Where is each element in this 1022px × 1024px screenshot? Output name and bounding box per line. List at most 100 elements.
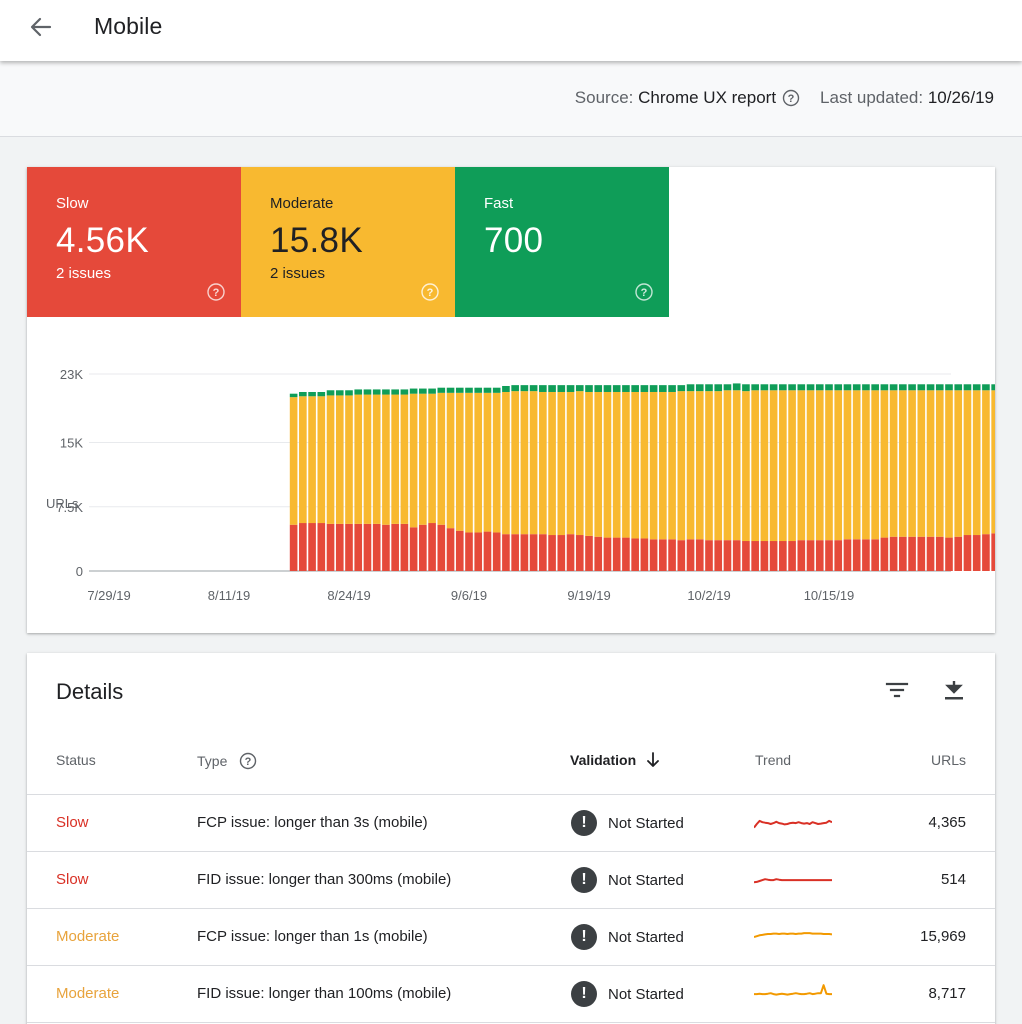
bar-fast	[788, 384, 796, 391]
bar-slow	[419, 524, 427, 571]
bar-fast	[483, 387, 492, 393]
bar-fast	[732, 383, 741, 391]
bar-fast	[502, 385, 510, 392]
bar-fast	[289, 393, 298, 398]
bar-moderate	[612, 391, 621, 538]
bar-slow	[945, 537, 953, 571]
table-row[interactable]: Moderate FID issue: longer than 100ms (mo…	[27, 966, 995, 1023]
bar-fast	[520, 385, 529, 392]
bar-fast	[474, 387, 483, 393]
bar-slow	[603, 537, 612, 571]
bar-slow	[548, 535, 556, 571]
bar-fast	[686, 384, 695, 392]
column-header-validation[interactable]: Validation	[570, 752, 660, 768]
help-icon[interactable]: ?	[420, 282, 440, 302]
filter-icon[interactable]	[882, 675, 912, 705]
column-header-type[interactable]: Type ?	[197, 752, 257, 770]
bar-slow	[732, 540, 741, 571]
download-icon[interactable]	[939, 675, 969, 705]
bar-slow	[862, 539, 870, 571]
bar-moderate	[474, 392, 483, 533]
bar-moderate	[732, 390, 741, 541]
table-row[interactable]: Slow FCP issue: longer than 3s (mobile)! N…	[27, 795, 995, 852]
row-type: FCP issue: longer than 3s (mobile)	[197, 814, 428, 831]
back-arrow-icon[interactable]	[26, 12, 56, 42]
bar-slow	[815, 540, 824, 571]
x-tick-label: 10/2/19	[687, 588, 730, 603]
x-tick-label: 8/11/19	[208, 588, 250, 603]
bar-fast	[825, 384, 833, 391]
column-header-trend[interactable]: Trend	[755, 752, 792, 768]
bar-slow	[908, 536, 916, 571]
trend-line	[753, 819, 833, 829]
row-status: Moderate	[56, 928, 120, 945]
fast-summary-tile[interactable]: Fast 700 ?	[455, 167, 669, 317]
bar-fast	[529, 385, 538, 392]
bar-moderate	[760, 390, 769, 542]
bar-moderate	[889, 390, 898, 537]
bar-moderate	[483, 392, 492, 532]
bar-slow	[991, 533, 995, 571]
bar-moderate	[825, 390, 833, 541]
row-status: Slow	[56, 871, 89, 888]
bar-moderate	[815, 390, 824, 541]
column-header-urls[interactable]: URLs	[930, 752, 966, 768]
bar-moderate	[991, 390, 995, 534]
moderate-summary-tile[interactable]: Moderate 15.8K 2 issues ?	[241, 167, 455, 317]
bar-fast	[926, 384, 935, 391]
table-row[interactable]: Moderate FCP issue: longer than 1s (mobil…	[27, 909, 995, 966]
column-header-status[interactable]: Status	[56, 752, 96, 768]
bar-moderate	[354, 394, 363, 524]
bar-slow	[308, 523, 316, 571]
bar-moderate	[954, 390, 963, 537]
bar-fast	[326, 390, 335, 396]
row-validation-label: Not Started	[608, 985, 684, 1003]
bar-slow	[474, 532, 483, 571]
bar-fast	[797, 384, 806, 391]
tile-value: 700	[484, 221, 544, 260]
bar-moderate	[843, 390, 852, 540]
bar-moderate	[372, 394, 381, 524]
bar-slow	[446, 528, 455, 571]
bar-moderate	[769, 390, 778, 542]
help-icon[interactable]: ?	[782, 89, 800, 107]
bar-fast	[659, 385, 667, 392]
svg-text:?: ?	[427, 287, 434, 299]
row-validation: ! Not Started	[571, 810, 684, 836]
urls-stacked-bar-chart: URLs 0 7.5K 15K 23K 7/29/19 8/11/19 8/24/19 9/…	[46, 367, 995, 603]
bar-moderate	[677, 391, 686, 541]
bar-moderate	[409, 393, 418, 528]
svg-text:?: ?	[641, 287, 648, 299]
bar-fast	[465, 387, 473, 393]
bar-fast	[751, 384, 759, 391]
help-icon[interactable]: ?	[206, 282, 226, 302]
bar-fast	[409, 388, 418, 394]
bar-fast	[446, 387, 455, 393]
bar-slow	[345, 523, 353, 571]
x-tick-label: 9/19/19	[567, 588, 610, 603]
bar-slow	[631, 538, 639, 571]
bar-moderate	[686, 391, 695, 540]
bar-moderate	[446, 392, 455, 529]
bar-moderate	[963, 390, 972, 536]
bar-moderate	[308, 396, 316, 524]
bar-fast	[575, 385, 584, 392]
help-icon[interactable]: ?	[634, 282, 654, 302]
sort-arrow-down-icon[interactable]	[646, 752, 660, 768]
bar-slow	[502, 534, 510, 571]
bar-moderate	[299, 396, 307, 524]
exclamation-icon: !	[571, 810, 597, 836]
bar-fast	[548, 385, 556, 392]
bar-moderate	[455, 392, 464, 531]
bar-slow	[779, 541, 787, 571]
row-type: FID issue: longer than 100ms (mobile)	[197, 985, 452, 1002]
bar-moderate	[566, 391, 575, 535]
bar-slow	[520, 534, 529, 571]
slow-summary-tile[interactable]: Slow 4.56K 2 issues ?	[27, 167, 241, 317]
bar-slow	[825, 540, 833, 571]
help-icon[interactable]: ?	[239, 752, 257, 770]
bar-moderate	[917, 390, 926, 537]
bar-slow	[640, 538, 649, 571]
bar-slow	[391, 523, 399, 571]
table-row[interactable]: Slow FID issue: longer than 300ms (mobile…	[27, 852, 995, 909]
